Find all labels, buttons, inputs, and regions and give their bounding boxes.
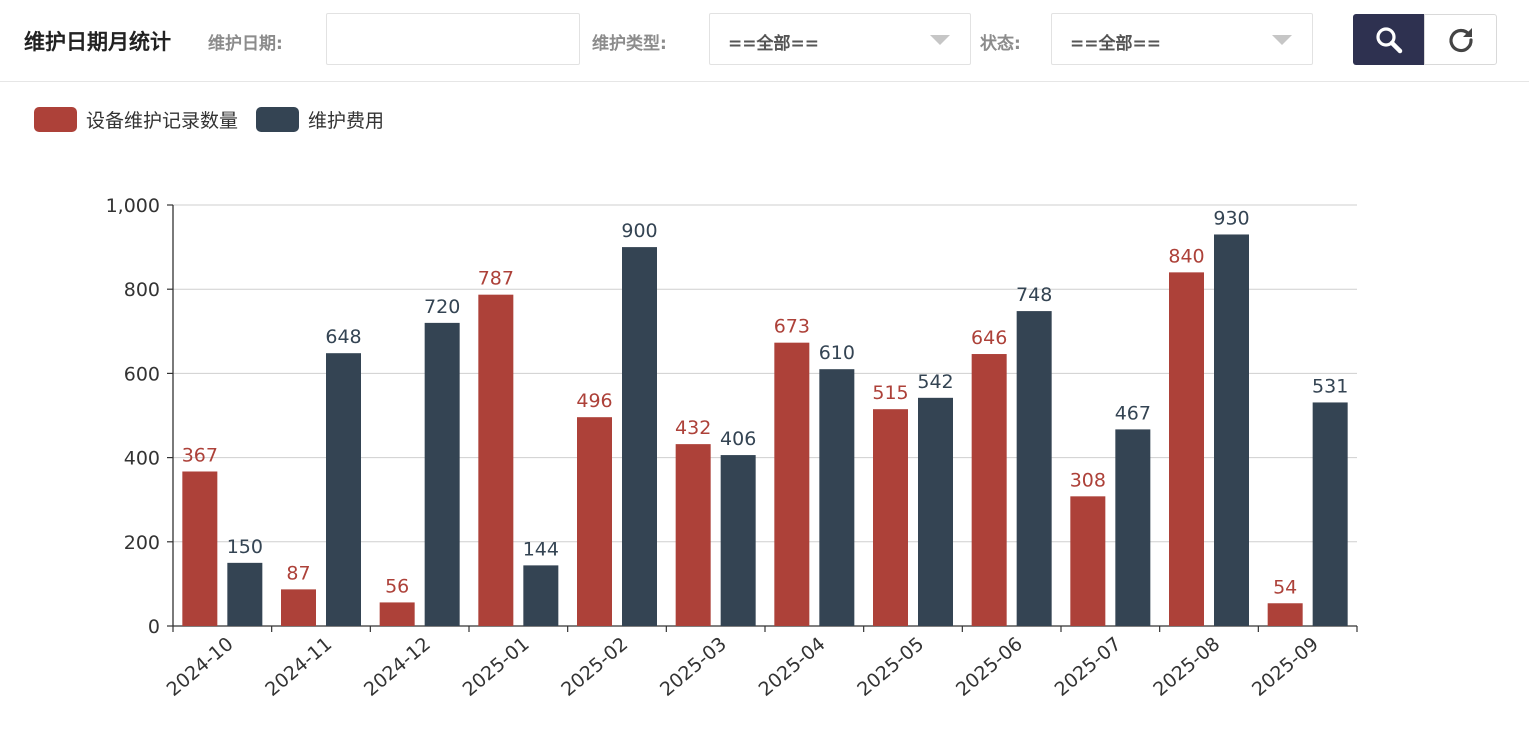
- bar[interactable]: [1169, 272, 1204, 626]
- bar[interactable]: [424, 322, 460, 626]
- bar[interactable]: [1267, 603, 1303, 626]
- bar[interactable]: [1070, 496, 1106, 626]
- data-label: 900: [621, 220, 657, 242]
- legend-label-cost: 维护费用: [308, 110, 385, 132]
- y-tick-label: 400: [124, 448, 160, 470]
- bar[interactable]: [1312, 402, 1348, 626]
- data-label: 515: [872, 382, 908, 404]
- data-label: 748: [1016, 284, 1052, 306]
- data-label: 531: [1312, 375, 1348, 397]
- legend-item-records[interactable]: 设备维护记录数量: [34, 106, 238, 133]
- x-tick-label: 2024-10: [163, 633, 238, 701]
- legend-item-cost[interactable]: 维护费用: [256, 106, 384, 133]
- bar[interactable]: [281, 589, 316, 626]
- date-input[interactable]: [326, 13, 580, 65]
- data-label: 56: [385, 575, 409, 597]
- x-tick-label: 2024-11: [261, 633, 336, 701]
- bar[interactable]: [478, 294, 514, 626]
- date-filter-label: 维护日期:: [208, 34, 283, 54]
- data-label: 496: [576, 390, 612, 412]
- data-label: 144: [523, 538, 559, 560]
- refresh-icon: [1448, 27, 1473, 52]
- x-tick-label: 2025-05: [853, 633, 928, 701]
- bar[interactable]: [971, 354, 1007, 626]
- data-label: 406: [720, 428, 756, 450]
- bar[interactable]: [622, 247, 657, 626]
- data-label: 150: [227, 536, 263, 558]
- data-label: 720: [424, 296, 460, 318]
- bar[interactable]: [819, 369, 855, 626]
- x-tick-label: 2025-04: [755, 633, 830, 701]
- y-tick-label: 200: [124, 532, 160, 554]
- x-tick-label: 2025-07: [1051, 633, 1126, 701]
- data-label: 54: [1273, 576, 1297, 598]
- bar[interactable]: [1214, 234, 1249, 626]
- bar[interactable]: [873, 409, 908, 626]
- bar[interactable]: [326, 353, 361, 626]
- bar[interactable]: [774, 342, 810, 626]
- type-select-value: ==全部==: [728, 34, 819, 54]
- bar[interactable]: [675, 444, 711, 626]
- chevron-down-icon: [1272, 35, 1292, 45]
- data-label: 432: [675, 417, 711, 439]
- data-label: 87: [286, 562, 310, 584]
- filter-toolbar: 维护日期月统计 维护日期: 维护类型: ==全部== 状态: ==全部==: [0, 0, 1529, 82]
- chevron-down-icon: [930, 35, 950, 45]
- x-tick-label: 2025-08: [1149, 633, 1224, 701]
- data-label: 648: [325, 326, 361, 348]
- data-label: 467: [1115, 402, 1151, 424]
- bar[interactable]: [1115, 429, 1151, 626]
- x-tick-label: 2025-09: [1248, 633, 1323, 701]
- status-select-value: ==全部==: [1070, 34, 1161, 54]
- status-filter-label: 状态:: [980, 34, 1021, 54]
- data-label: 673: [774, 316, 810, 338]
- data-label: 787: [478, 268, 514, 290]
- status-select[interactable]: ==全部==: [1051, 13, 1313, 65]
- bar[interactable]: [182, 471, 218, 626]
- search-button[interactable]: [1353, 14, 1425, 65]
- chart-legend: 设备维护记录数量 维护费用: [34, 106, 402, 133]
- legend-swatch-records: [34, 107, 77, 132]
- data-label: 367: [182, 444, 218, 466]
- type-select[interactable]: ==全部==: [709, 13, 971, 65]
- bar[interactable]: [1016, 311, 1052, 626]
- y-tick-label: 800: [124, 279, 160, 301]
- x-tick-label: 2024-12: [360, 633, 435, 701]
- bar-chart: 0 200 400 600 800 1,000 367 150 2024-10 87 648 2024…: [106, 195, 1358, 701]
- reset-button[interactable]: [1424, 14, 1497, 65]
- data-label: 610: [819, 342, 855, 364]
- bar[interactable]: [720, 455, 756, 626]
- data-label: 308: [1070, 469, 1106, 491]
- search-icon: [1376, 26, 1403, 53]
- data-label: 930: [1213, 207, 1249, 229]
- x-tick-label: 2025-02: [557, 633, 632, 701]
- y-tick-label: 0: [148, 616, 160, 638]
- bar[interactable]: [379, 602, 415, 626]
- x-tick-label: 2025-01: [459, 633, 534, 701]
- y-tick-label: 600: [124, 363, 160, 385]
- legend-label-records: 设备维护记录数量: [86, 110, 239, 132]
- page-title: 维护日期月统计: [24, 30, 171, 54]
- y-tick-label: 1,000: [106, 195, 160, 217]
- bar[interactable]: [577, 417, 612, 626]
- type-filter-label: 维护类型:: [592, 34, 667, 54]
- data-label: 542: [917, 371, 953, 393]
- bar[interactable]: [918, 397, 953, 626]
- x-tick-label: 2025-03: [656, 633, 731, 701]
- bar[interactable]: [227, 562, 263, 626]
- legend-swatch-cost: [256, 107, 300, 132]
- data-label: 646: [971, 327, 1007, 349]
- x-tick-label: 2025-06: [952, 633, 1027, 701]
- data-label: 840: [1168, 245, 1204, 267]
- bar[interactable]: [523, 565, 559, 626]
